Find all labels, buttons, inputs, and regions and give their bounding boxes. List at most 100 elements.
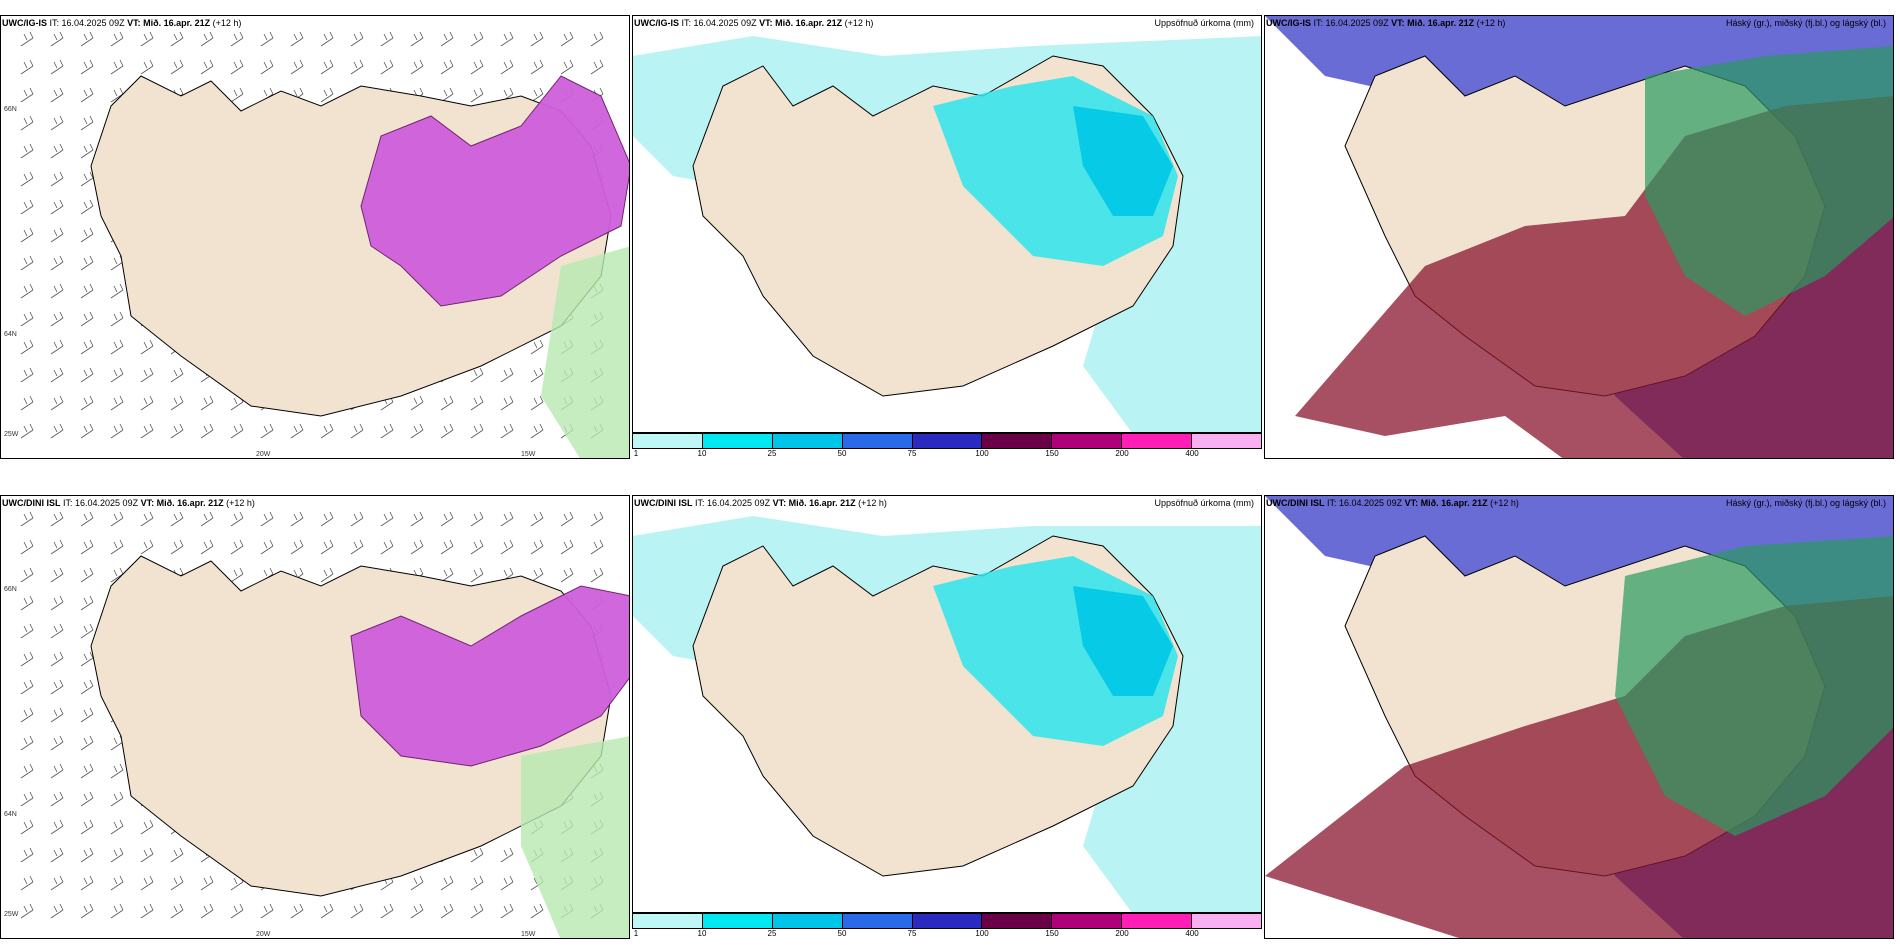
wind-barb [530,31,544,47]
colorbar-tick: 100 [975,449,989,458]
map-canvas: 20W 15W 66N 64N 25W [4,31,629,458]
valid-time: VT: Mið. 16.apr. 21Z [140,498,224,508]
wind-barb [110,423,124,439]
wind-barb [350,423,364,439]
wind-barb [410,423,424,439]
colorbar-swatch [842,914,913,928]
wind-barb [80,283,94,299]
wind-barb [140,819,154,835]
wind-barb [80,423,94,439]
panel-dini-cloud: UWC/DINI ISL IT: 16.04.2025 09Z VT: Mið.… [1264,495,1894,939]
wind-barb [20,819,34,835]
wind-barb [50,651,64,667]
wind-barb [200,539,214,555]
panel-dini-precip: UWC/DINI ISL IT: 16.04.2025 09Z VT: Mið.… [632,495,1262,939]
wind-barb [200,395,214,411]
wind-barb [110,763,124,779]
wind-barb [350,903,364,919]
colorbar-tick: 400 [1185,449,1199,458]
colorbar-swatch [772,914,843,928]
wind-barb [20,311,34,327]
wind-barb [500,903,514,919]
colorbar-swatch [702,434,773,448]
colorbar-swatch [912,434,983,448]
wind-barb [80,227,94,243]
wind-barb [140,903,154,919]
wind-barb [560,539,574,555]
wind-barb [260,423,274,439]
wind-barb [80,903,94,919]
panel-header: UWC/IG-IS IT: 16.04.2025 09Z VT: Mið. 16… [2,18,626,32]
wind-barb [80,199,94,215]
wind-barb [290,511,304,527]
wind-barb [260,539,274,555]
wind-barb [50,367,64,383]
wind-barb [380,59,394,75]
wind-barb [20,763,34,779]
wind-barb [470,539,484,555]
wind-barb [20,395,34,411]
wind-barb [110,791,124,807]
wind-barb [440,511,454,527]
colorbar-tick: 200 [1115,449,1129,458]
wind-barb [80,395,94,411]
wind-barb [440,423,454,439]
wind-barb [440,539,454,555]
precip-colorbar: 1 10 25 50 75 100 150 200 400 [632,433,1262,459]
wind-barb [320,511,334,527]
wind-barb [320,31,334,47]
wind-barb [380,31,394,47]
lead-time: (+12 h) [1476,18,1506,28]
wind-barb [50,255,64,271]
wind-barb [500,875,514,891]
wind-barb [110,875,124,891]
model-name: UWC/DINI ISL [2,498,61,508]
map-cloud [1264,15,1894,459]
wind-barb [170,903,184,919]
map-canvas [1265,16,1893,458]
field-title: Háský (gr.), miðský (fj.bl.) og lágský (… [1725,498,1886,508]
wind-barb [170,539,184,555]
wind-barb [140,367,154,383]
wind-barb [20,255,34,271]
wind-barb [20,595,34,611]
lead-time: (+12 h) [1490,498,1519,508]
wind-barb [80,735,94,751]
map-canvas [633,16,1261,432]
wind-barb [500,395,514,411]
wind-barb [320,567,334,583]
wind-barb [140,539,154,555]
high-cloud-area [1615,536,1893,836]
wind-barb [440,31,454,47]
model-name: UWC/IG-IS [634,18,679,28]
wind-barb [200,423,214,439]
wind-barb [260,31,274,47]
wind-barb [20,735,34,751]
wind-barb [530,395,544,411]
wind-barb [290,59,304,75]
snowfall-area [350,585,629,767]
wind-barb [590,567,604,583]
panel-header: UWC/DINI ISL IT: 16.04.2025 09Z VT: Mið.… [634,498,1258,512]
colorbar-tick: 10 [697,929,707,938]
colorbar-tick: 25 [767,929,777,938]
wind-barb [230,511,244,527]
wind-barb [470,875,484,891]
precip-heavy [1073,586,1173,696]
wind-barb [50,623,64,639]
wind-barb [50,395,64,411]
wind-barb [290,31,304,47]
map-snow-wind: 20W 15W 66N 64N 25W [0,495,630,939]
wind-barb [320,539,334,555]
colorbar-swatch [982,434,1053,448]
colorbar-swatch [1052,914,1123,928]
wind-barb [410,875,424,891]
wind-barb [110,311,124,327]
wind-barb [290,539,304,555]
wind-barb [80,171,94,187]
wind-barb [80,595,94,611]
lon-label-25w: 25W [4,431,19,438]
wind-barb [20,903,34,919]
init-time: IT: 16.04.2025 09Z [63,498,139,508]
wind-barb [140,59,154,75]
